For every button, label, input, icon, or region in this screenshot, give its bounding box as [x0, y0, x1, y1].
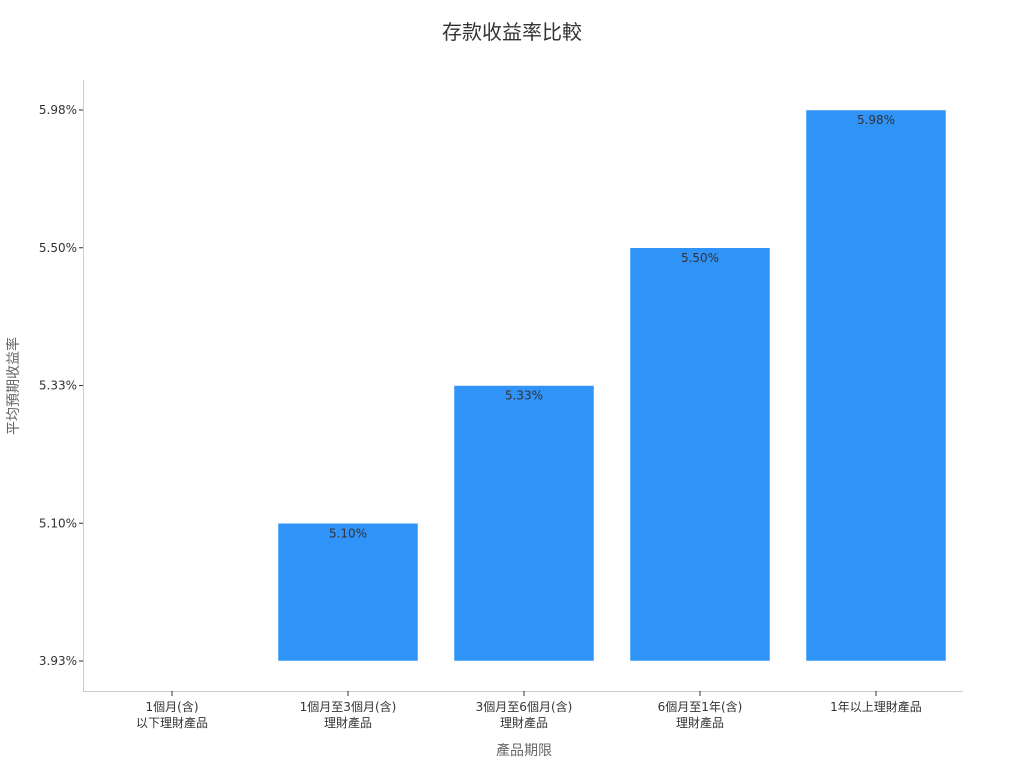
y-tick-label: 5.50% [39, 241, 77, 255]
x-tick-label: 6個月至1年(含) [658, 699, 743, 714]
x-tick-label: 理財產品 [500, 715, 548, 730]
x-axis-label: 產品期限 [496, 742, 552, 759]
bar [629, 247, 771, 662]
chart-title: 存款收益率比較 [442, 20, 582, 44]
y-axis-label: 平均預期收益率 [5, 337, 22, 435]
bar-data-label: 5.98% [857, 113, 895, 127]
bar-data-label: 5.50% [681, 251, 719, 265]
bar [453, 385, 595, 662]
bar [805, 109, 947, 662]
y-tick-label: 3.93% [39, 654, 77, 668]
x-tick-label: 1年以上理財產品 [830, 699, 922, 714]
x-tick-label: 理財產品 [676, 715, 724, 730]
y-tick-label: 5.98% [39, 103, 77, 117]
bar-data-label: 5.33% [505, 389, 543, 403]
x-tick-label: 3個月至6個月(含) [476, 699, 573, 714]
x-tick-label: 以下理財產品 [136, 715, 208, 730]
x-tick-label: 理財產品 [324, 715, 372, 730]
y-tick-label: 5.33% [39, 379, 77, 393]
x-tick-label: 1個月(含) [146, 699, 199, 714]
y-tick-label: 5.10% [39, 516, 77, 530]
bar-data-label: 5.10% [329, 526, 367, 540]
bar [277, 523, 419, 662]
x-tick-label: 1個月至3個月(含) [300, 699, 397, 714]
